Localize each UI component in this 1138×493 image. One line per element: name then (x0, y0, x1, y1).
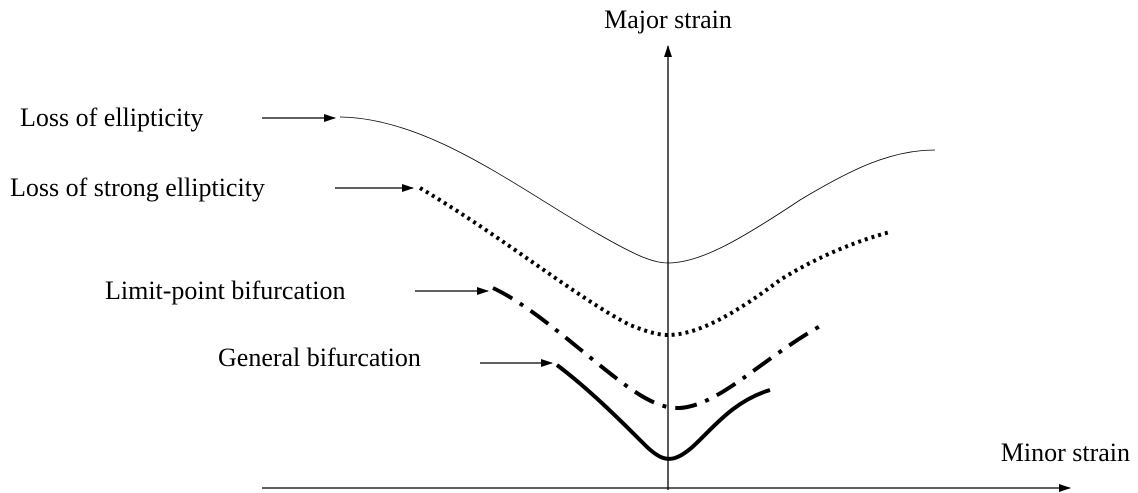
x-axis-label: Minor strain (1001, 438, 1130, 467)
curve-limit-point-bifurcation (492, 286, 823, 411)
curve-label: Limit-point bifurcation (105, 276, 345, 305)
curve-label: Loss of ellipticity (20, 103, 203, 132)
curve-general-bifurcation (555, 363, 771, 461)
curve-loss-of-ellipticity (339, 116, 936, 264)
curve-label: Loss of strong ellipticity (10, 173, 265, 202)
curve-label: General bifurcation (218, 343, 421, 372)
y-axis-label: Major strain (604, 5, 732, 34)
curve-loss-of-strong-ellipticity (418, 186, 891, 338)
